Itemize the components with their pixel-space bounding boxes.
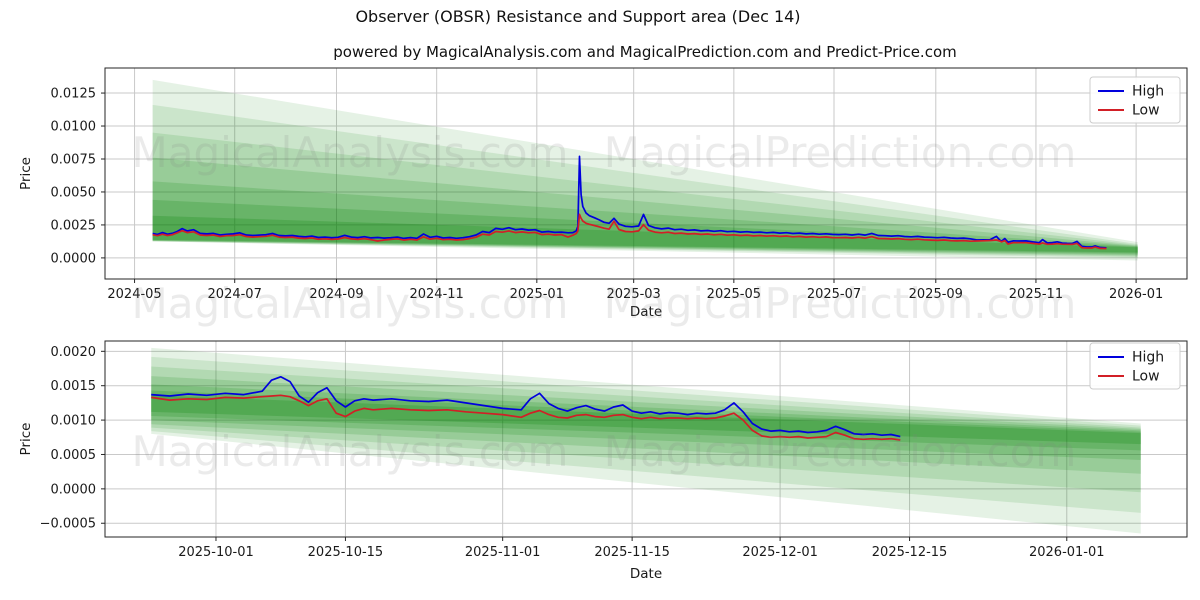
y-tick-label: 0.0100 (51, 120, 97, 135)
page-subtitle: powered by MagicalAnalysis.com and Magic… (333, 43, 957, 61)
x-tick-label: 2024-11 (409, 287, 463, 302)
y-tick-label: 0.0050 (51, 185, 97, 200)
x-tick-label: 2025-10-01 (178, 545, 254, 560)
support-resistance-bands (152, 79, 1138, 261)
band-polygon (151, 384, 1141, 460)
x-tick-label: 2025-11-15 (594, 545, 670, 560)
legend-label-high: High (1132, 350, 1164, 366)
x-tick-label: 2025-12-01 (742, 545, 818, 560)
y-tick-label: 0.0025 (51, 218, 97, 233)
watermark-text: MagicalAnalysis.com (132, 427, 569, 476)
x-tick-label: 2025-11-01 (465, 545, 541, 560)
legend-box (1089, 76, 1181, 124)
x-axis-label: Date (630, 566, 662, 582)
legend-label-high: High (1132, 84, 1164, 100)
x-tick-label: 2026-01-01 (1029, 545, 1105, 560)
page-title: Observer (OBSR) Resistance and Support a… (355, 7, 801, 26)
y-tick-label: 0.0005 (51, 448, 97, 463)
x-tick-label: 2025-07 (807, 287, 861, 302)
subplot-2: 2025-10-01 2025-10-15 2025-11-01 2025-11-15… (18, 340, 1188, 582)
x-tick-label: 2026-01 (1109, 287, 1163, 302)
x-tick-label: 2025-05 (707, 287, 761, 302)
x-tick-label: 2025-01 (510, 287, 564, 302)
y-axis-label: Price (18, 157, 34, 190)
band-polygon (151, 376, 1141, 474)
band-polygon (151, 356, 1141, 513)
watermark-text: MagicalPrediction.com (604, 427, 1077, 476)
x-tick-label: 2024-05 (107, 287, 161, 302)
low-line (151, 394, 901, 441)
band-polygon (151, 395, 1141, 445)
legend: High Low (1089, 342, 1181, 390)
x-tick-label: 2025-11 (1009, 287, 1063, 302)
axis-ticks (101, 350, 1068, 541)
y-tick-label: 0.0000 (51, 251, 97, 266)
y-tick-label: 0.0010 (51, 414, 97, 429)
y-tick-label: 0.0075 (51, 152, 97, 167)
band-polygon (152, 79, 1138, 261)
band-polygon (152, 215, 1138, 253)
tick-labels: 2024-05 2024-07 2024-09 2024-11 2025-01 2025-… (51, 87, 1164, 302)
x-tick-label: 2025-09 (909, 287, 963, 302)
subplot-1: 2024-05 2024-07 2024-09 2024-11 2025-01 2025-… (18, 67, 1188, 320)
legend-label-low: Low (1132, 369, 1160, 385)
high-line (152, 155, 1107, 249)
legend-label-low: Low (1132, 103, 1160, 119)
gridlines (105, 341, 1187, 537)
band-polygon (152, 157, 1138, 256)
tick-labels: 2025-10-01 2025-10-15 2025-11-01 2025-11-15… (40, 345, 1105, 560)
watermark-text: MagicalAnalysis.com (132, 279, 569, 328)
band-polygon (152, 132, 1138, 257)
watermark-text: MagicalAnalysis.com (132, 128, 569, 177)
x-tick-label: 2025-03 (607, 287, 661, 302)
x-tick-label: 2024-07 (208, 287, 262, 302)
plot-border (104, 340, 1188, 538)
x-tick-label: 2025-10-15 (308, 545, 384, 560)
plot-border (104, 67, 1188, 280)
watermark-text: MagicalPrediction.com (604, 128, 1077, 177)
y-tick-label: 0.0015 (51, 379, 97, 394)
watermark-text: MagicalPrediction.com (604, 279, 1077, 328)
legend: High Low (1089, 76, 1181, 124)
band-polygon (151, 347, 1141, 534)
band-polygon (151, 366, 1141, 493)
high-line (151, 375, 901, 438)
y-tick-label: 0.0000 (51, 482, 97, 497)
y-tick-label: 0.0125 (51, 87, 97, 102)
axis-ticks (101, 92, 1137, 283)
band-polygon (152, 104, 1138, 258)
watermarks: MagicalAnalysis.com MagicalPrediction.com… (132, 128, 1077, 476)
y-tick-label: −0.0005 (40, 517, 96, 532)
y-axis-label: Price (18, 423, 34, 456)
x-tick-label: 2024-09 (309, 287, 363, 302)
legend-box (1089, 342, 1181, 390)
low-line (152, 213, 1107, 250)
y-tick-label: 0.0020 (51, 345, 97, 360)
x-tick-label: 2025-12-15 (872, 545, 948, 560)
x-axis-label: Date (630, 304, 662, 320)
